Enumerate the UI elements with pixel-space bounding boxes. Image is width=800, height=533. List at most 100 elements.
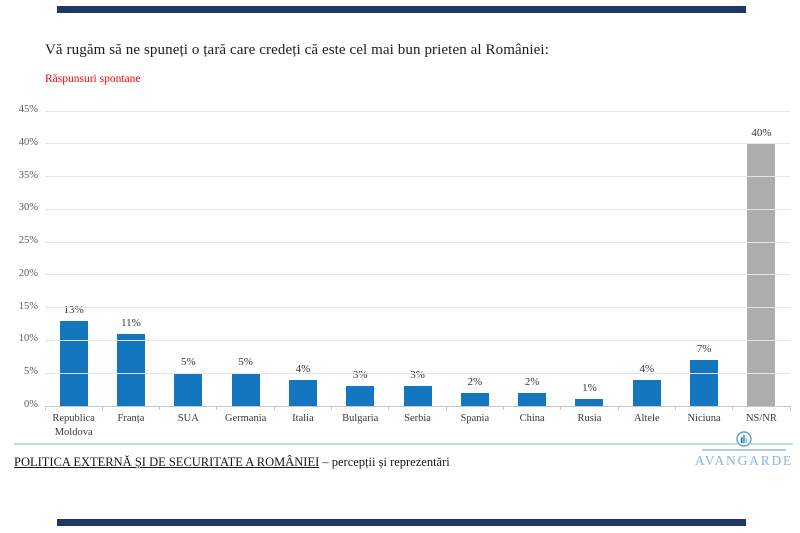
x-axis-tick <box>732 406 734 410</box>
y-axis-tick-label: 0% <box>24 399 38 410</box>
category-label: Germania <box>224 413 267 424</box>
category-label: NS/NR <box>745 413 777 424</box>
x-axis-line <box>45 405 790 407</box>
footer-report-subtitle: – percepții și reprezentări <box>319 455 450 469</box>
bar-group: 4% <box>274 111 331 406</box>
bar-value-label: 3% <box>352 369 368 382</box>
bar <box>288 379 317 406</box>
avangarde-logo-text: AVANGARDE <box>694 453 794 468</box>
y-axis-tick-label: 10% <box>18 333 38 345</box>
gridline <box>45 274 790 276</box>
bar-group: 3% <box>332 111 389 406</box>
category-label: Serbia <box>404 413 431 424</box>
bar-group: 5% <box>217 111 274 406</box>
bar <box>632 379 661 406</box>
gridline <box>45 339 790 341</box>
x-axis-tick <box>789 406 791 410</box>
gridline <box>45 208 790 210</box>
bar-value-label: 4% <box>639 362 655 375</box>
y-axis-tick-label: 5% <box>24 366 38 378</box>
x-axis-tick <box>331 406 333 410</box>
bar-plot-area: 13% 11% 5% 5% 4% 3% 3% 2% 2% 1% 4% 7% 40% <box>45 111 790 406</box>
bar <box>403 386 432 406</box>
gridline <box>45 110 790 112</box>
y-axis-tick-label: 35% <box>18 169 38 181</box>
bar-value-label: 2% <box>524 375 540 388</box>
x-axis-tick <box>44 406 46 410</box>
bar <box>231 373 260 406</box>
y-axis-tick-label: 15% <box>18 300 38 312</box>
bar-value-label: 5% <box>238 356 253 369</box>
x-axis-tick <box>674 406 676 410</box>
x-axis-tick <box>502 406 504 410</box>
footer-report-line: POLITICA EXTERNĂ ȘI DE SECURITATE A ROMÂ… <box>14 455 450 470</box>
footer-report-title: POLITICA EXTERNĂ ȘI DE SECURITATE A ROMÂ… <box>14 455 320 469</box>
bar-group: 2% <box>504 111 561 406</box>
bar <box>690 360 719 406</box>
bar-group: 40% <box>733 111 790 406</box>
x-axis-tick <box>445 406 447 410</box>
bar-group: 5% <box>160 111 217 406</box>
bar <box>346 386 375 406</box>
bar-value-label: 3% <box>410 369 425 382</box>
bottom-border-bar <box>57 519 746 526</box>
bar-chart: 13% 11% 5% 5% 4% 3% 3% 2% 2% 1% 4% 7% 40% 0% 5% 10% 15%… <box>0 104 795 416</box>
bar-value-label: 4% <box>295 362 311 375</box>
bar-value-label: 5% <box>180 356 196 369</box>
logo-tagline-microtext <box>702 449 786 451</box>
category-label: SUA <box>177 413 199 424</box>
category-label: China <box>519 413 545 424</box>
x-axis-tick <box>617 406 619 410</box>
bar-group: 4% <box>618 111 675 406</box>
bar-value-label: 40% <box>751 126 772 139</box>
bar <box>174 373 203 406</box>
x-axis-tick <box>560 406 562 410</box>
x-axis-tick <box>216 406 218 410</box>
bar <box>116 333 145 406</box>
bar <box>518 392 547 406</box>
y-axis-tick-label: 20% <box>18 267 38 279</box>
category-label: Republica Moldova <box>52 413 95 438</box>
bar-group: 3% <box>389 111 446 406</box>
category-label: Bulgaria <box>342 413 379 424</box>
bar-value-label: 2% <box>467 375 483 388</box>
category-label: Niciuna <box>687 413 721 424</box>
avangarde-logo: AVANGARDE <box>692 431 796 469</box>
x-axis-tick <box>159 406 161 410</box>
bar-group: 13% <box>45 111 102 406</box>
bar-value-label: 13% <box>63 303 84 316</box>
bar-group: 11% <box>102 111 159 406</box>
gridline <box>45 307 790 309</box>
bar-group: 2% <box>446 111 503 406</box>
category-label: Franța <box>117 413 145 424</box>
category-label: Spania <box>460 413 490 424</box>
category-label: Altele <box>633 413 660 424</box>
footer-divider-line <box>14 443 793 445</box>
bar <box>460 392 489 406</box>
chart-subtitle: Răspunsuri spontane <box>45 73 141 85</box>
y-axis-tick-label: 45% <box>18 104 38 115</box>
bar-value-label: 1% <box>582 382 597 395</box>
category-label: Rusia <box>577 413 602 424</box>
gridline <box>45 241 790 243</box>
bar-value-label: 11% <box>121 316 141 329</box>
gridline <box>45 372 790 374</box>
bar-group: 7% <box>675 111 732 406</box>
chart-question-title: Vă rugăm să ne spuneți o țară care crede… <box>45 42 549 58</box>
y-axis-tick-label: 40% <box>18 136 38 148</box>
x-axis-category-labels: Republica Moldova Franța SUA Germania Italia… <box>45 412 790 439</box>
bar-value-label: 7% <box>696 343 712 356</box>
category-label: Italia <box>292 413 314 424</box>
top-border-bar <box>57 6 746 13</box>
bar <box>59 320 88 406</box>
y-axis-tick-label: 25% <box>18 235 38 247</box>
gridline <box>45 143 790 145</box>
bar <box>575 399 604 406</box>
avangarde-logo-icon <box>736 431 752 447</box>
gridline <box>45 176 790 178</box>
x-axis-tick <box>388 406 390 410</box>
x-axis-tick <box>101 406 103 410</box>
x-axis-tick <box>273 406 275 410</box>
y-axis-tick-label: 30% <box>18 202 38 214</box>
bar-group: 1% <box>561 111 618 406</box>
